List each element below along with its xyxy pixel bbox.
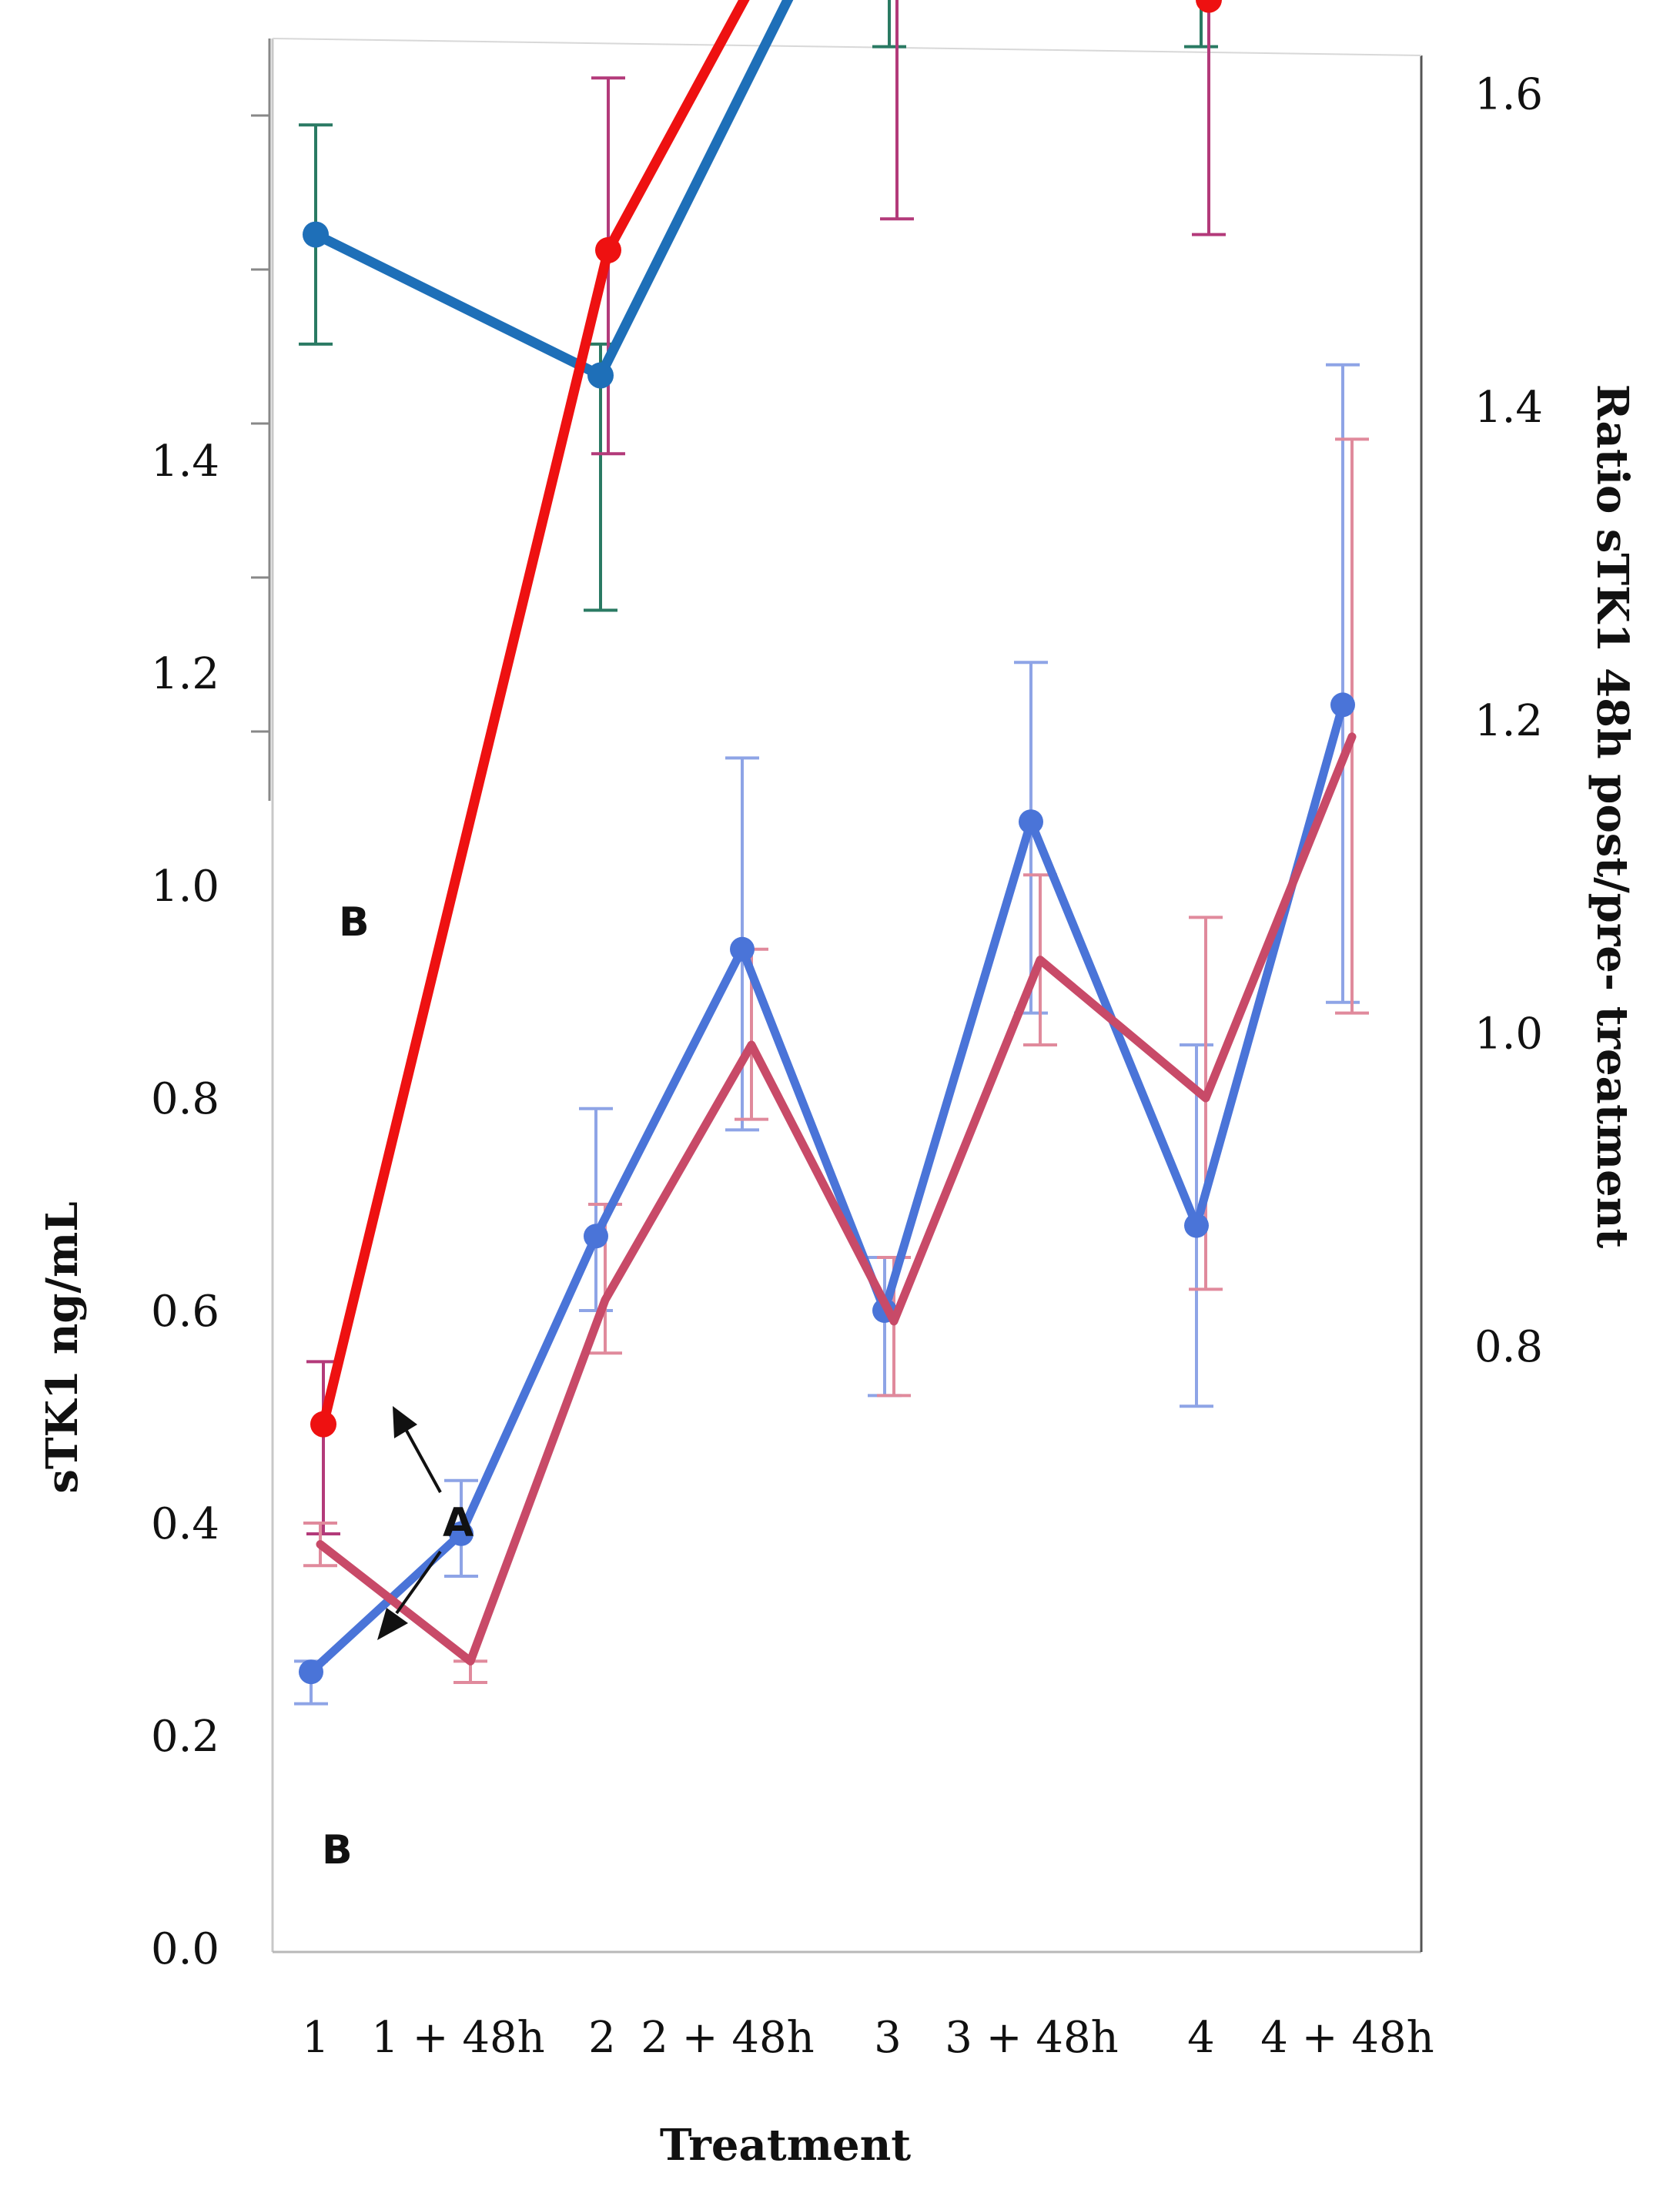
right-tick-label-4: 1.6 xyxy=(1474,70,1543,120)
arrow-head-upper xyxy=(393,1406,417,1438)
x-tick-label-2: 2 xyxy=(588,2013,616,2063)
left-tick-label-0: 0.0 xyxy=(151,1924,219,1974)
x-tick-label-6: 4 xyxy=(1187,2013,1215,2063)
stk1-series-0-point-3 xyxy=(730,936,755,962)
stk1-series-0-point-7 xyxy=(1330,692,1355,718)
left-tick-label-7: 1.4 xyxy=(151,437,219,487)
arrow-to-stk1-point xyxy=(395,1550,442,1615)
annotation-arrows xyxy=(377,1406,442,1640)
ratio-series-0-line xyxy=(310,0,794,381)
stk1-series-0-line xyxy=(306,700,1347,1676)
ratio-series-lines xyxy=(303,0,1222,1438)
left-tick-label-3: 0.6 xyxy=(151,1287,219,1337)
ratio-series-1-line xyxy=(318,0,1214,1430)
stk1-series-lines xyxy=(299,692,1357,1685)
left-tick-label-5: 1.0 xyxy=(151,862,219,912)
stk1-annotation-a: A xyxy=(443,1500,474,1546)
stk1-error-bars xyxy=(294,363,1369,1706)
ratio-inner-ticks xyxy=(251,114,269,733)
stk1-series-1-line xyxy=(316,732,1357,1666)
right-tick-label-2: 1.2 xyxy=(1474,696,1543,746)
stk1-series-0-point-6 xyxy=(1184,1213,1209,1238)
x-tick-label-5: 3 + 48h xyxy=(945,2013,1118,2063)
right-axis-title: Ratio sTK1 48h post/pre- treatment xyxy=(1587,384,1638,1249)
left-axis-title: sTK1 ng/mL xyxy=(37,1201,88,1493)
right-tick-label-1: 1.0 xyxy=(1474,1009,1543,1059)
stk1-series-0-point-2 xyxy=(584,1224,608,1249)
x-axis-ticks: 1 1 + 48h 2 2 + 48h 3 3 + 48h 4 4 + 48h xyxy=(302,2013,1434,2063)
ratio-series-0-point-1 xyxy=(587,362,614,389)
plot-top-border xyxy=(272,38,1422,56)
ratio-annotation-b: B xyxy=(339,899,370,946)
arrow-to-ratio-point xyxy=(405,1430,442,1493)
left-tick-label-4: 0.8 xyxy=(151,1074,219,1124)
x-tick-label-3: 2 + 48h xyxy=(641,2013,814,2063)
left-tick-label-6: 1.2 xyxy=(151,649,219,699)
x-tick-label-1: 1 + 48h xyxy=(371,2013,544,2063)
left-tick-label-1: 0.2 xyxy=(151,1712,219,1762)
ratio-error-bars xyxy=(299,0,1226,1535)
stk1-series-0-point-5 xyxy=(1019,809,1043,835)
left-axis-ticks: 0.0 0.2 0.4 0.6 0.8 1.0 1.2 1.4 xyxy=(151,437,219,1974)
x-tick-label-4: 3 xyxy=(874,2013,902,2063)
x-tick-label-7: 4 + 48h xyxy=(1260,2013,1434,2063)
right-tick-label-0: 0.8 xyxy=(1474,1322,1543,1372)
ratio-series-1-point-0 xyxy=(310,1411,336,1438)
x-axis-title: Treatment xyxy=(660,2120,911,2171)
stk1-annotation-b: B xyxy=(322,1827,353,1873)
stk1-series-0-point-1 xyxy=(449,1521,474,1546)
right-axis-ticks: 0.81.01.21.41.61.82.02.2 xyxy=(1474,70,1543,1372)
right-tick-label-3: 1.4 xyxy=(1474,383,1543,433)
left-tick-label-2: 0.4 xyxy=(151,1499,219,1549)
arrow-head-lower xyxy=(377,1608,408,1640)
ratio-series-1-point-1 xyxy=(595,236,621,263)
ratio-series-1-point-3 xyxy=(1196,0,1222,13)
stk1-series-0-point-0 xyxy=(299,1659,323,1685)
ratio-series-0-point-0 xyxy=(303,221,329,248)
x-tick-label-0: 1 xyxy=(302,2013,330,2063)
